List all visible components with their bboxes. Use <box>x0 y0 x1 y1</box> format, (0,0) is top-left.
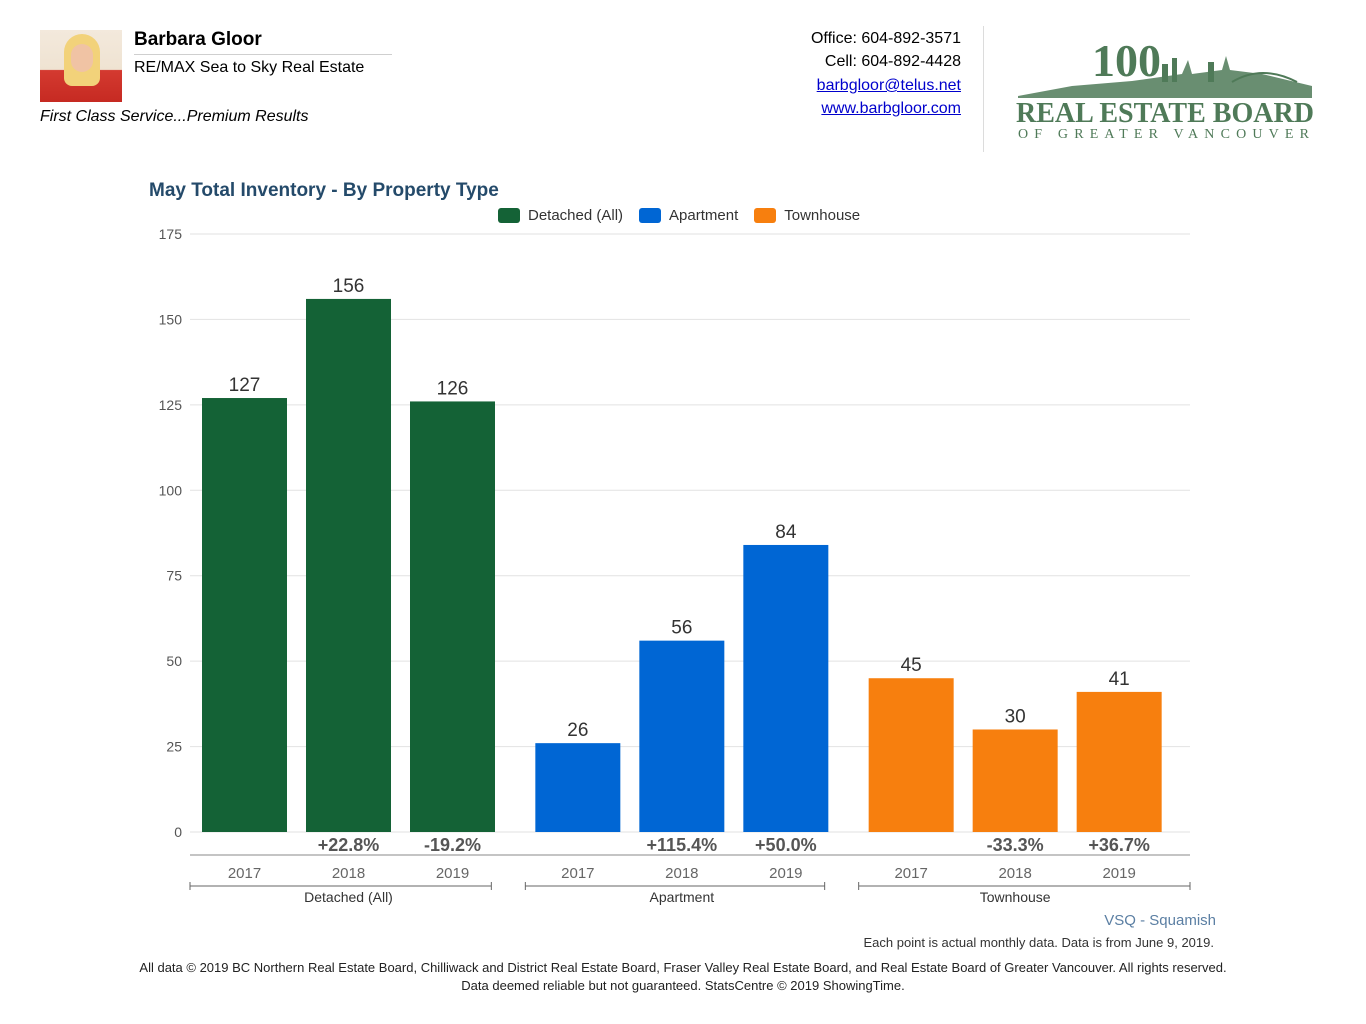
bar <box>639 640 725 832</box>
legend-swatch-townhouse <box>754 208 777 223</box>
x-tick-label: 2018 <box>998 865 1031 882</box>
bar <box>306 298 391 832</box>
copyright-text: All data © 2019 BC Northern Real Estate … <box>139 960 1227 975</box>
legend-swatch-apartment <box>639 208 662 223</box>
y-tick-label: 0 <box>174 824 182 840</box>
bar-value-label: 30 <box>1005 706 1026 727</box>
legend-swatch-detached <box>498 208 520 223</box>
agent-photo <box>40 30 122 102</box>
legend-label-apartment: Apartment <box>669 207 739 224</box>
bar <box>743 544 829 832</box>
change-label: +22.8% <box>318 835 380 855</box>
change-label: -19.2% <box>424 835 481 855</box>
region-label: VSQ - Squamish <box>1104 912 1216 929</box>
group-label: Apartment <box>650 889 715 905</box>
x-tick-label: 2017 <box>228 865 261 882</box>
logo-line1: REAL ESTATE BOARD <box>1016 97 1314 129</box>
agent-company: RE/MAX Sea to Sky Real Estate <box>134 59 365 76</box>
data-note: Each point is actual monthly data. Data … <box>863 935 1214 950</box>
agent-name: Barbara Gloor <box>134 29 262 50</box>
chart-legend: Detached (All) Apartment Townhouse <box>498 207 860 224</box>
office-phone: Office: 604-892-3571 <box>810 30 961 47</box>
group-label: Townhouse <box>980 889 1051 905</box>
bar-value-label: 156 <box>333 276 365 297</box>
x-tick-label: 2018 <box>665 865 698 882</box>
x-tick-label: 2018 <box>332 865 365 882</box>
logo-numeral: 100 <box>1092 35 1161 86</box>
bar-value-label: 56 <box>671 618 692 639</box>
y-tick-label: 50 <box>166 653 182 669</box>
bar <box>202 398 287 832</box>
x-tick-label: 2019 <box>1102 865 1135 882</box>
change-label: +50.0% <box>755 835 817 855</box>
bar <box>868 678 954 832</box>
bar-value-label: 26 <box>567 720 588 741</box>
bar-value-label: 41 <box>1109 669 1130 690</box>
group-label: Detached (All) <box>304 889 393 905</box>
bar <box>1076 691 1162 832</box>
tagline: First Class Service...Premium Results <box>40 108 309 125</box>
y-tick-label: 175 <box>159 226 183 242</box>
change-label: +36.7% <box>1088 835 1150 855</box>
y-tick-label: 100 <box>159 482 183 498</box>
legend-item-townhouse[interactable]: Townhouse <box>754 207 860 224</box>
real-estate-board-logo: 100 REAL ESTATE BOARD OF GREATER VANCOUV… <box>1016 35 1314 142</box>
bar-value-label: 126 <box>437 378 469 399</box>
legend-item-apartment[interactable]: Apartment <box>639 207 738 224</box>
cell-phone: Cell: 604-892-4428 <box>824 53 961 70</box>
bar <box>410 401 495 832</box>
y-tick-label: 75 <box>166 568 182 584</box>
bar <box>972 729 1058 832</box>
bar-value-label: 84 <box>775 522 797 543</box>
legend-label-detached: Detached (All) <box>528 207 624 224</box>
chart-title: May Total Inventory - By Property Type <box>149 180 499 201</box>
disclaimer-text: Data deemed reliable but not guaranteed.… <box>461 978 905 993</box>
website-link[interactable]: www.barbgloor.com <box>821 100 961 117</box>
x-tick-label: 2017 <box>561 865 594 882</box>
bar <box>535 743 621 832</box>
email-link[interactable]: barbgloor@telus.net <box>816 77 961 94</box>
y-tick-label: 125 <box>159 397 183 413</box>
y-tick-label: 150 <box>159 311 183 327</box>
name-divider <box>134 54 392 55</box>
change-label: -33.3% <box>987 835 1044 855</box>
bar-value-label: 127 <box>229 375 261 396</box>
legend-item-detached[interactable]: Detached (All) <box>498 207 623 224</box>
change-label: +115.4% <box>647 835 718 855</box>
header-divider <box>983 26 984 152</box>
x-tick-label: 2017 <box>894 865 927 882</box>
logo-line2: OF GREATER VANCOUVER <box>1018 127 1312 142</box>
x-tick-label: 2019 <box>436 865 469 882</box>
x-tick-label: 2019 <box>769 865 802 882</box>
y-tick-label: 25 <box>166 739 182 755</box>
legend-label-townhouse: Townhouse <box>784 207 861 224</box>
bar-value-label: 45 <box>901 655 922 676</box>
